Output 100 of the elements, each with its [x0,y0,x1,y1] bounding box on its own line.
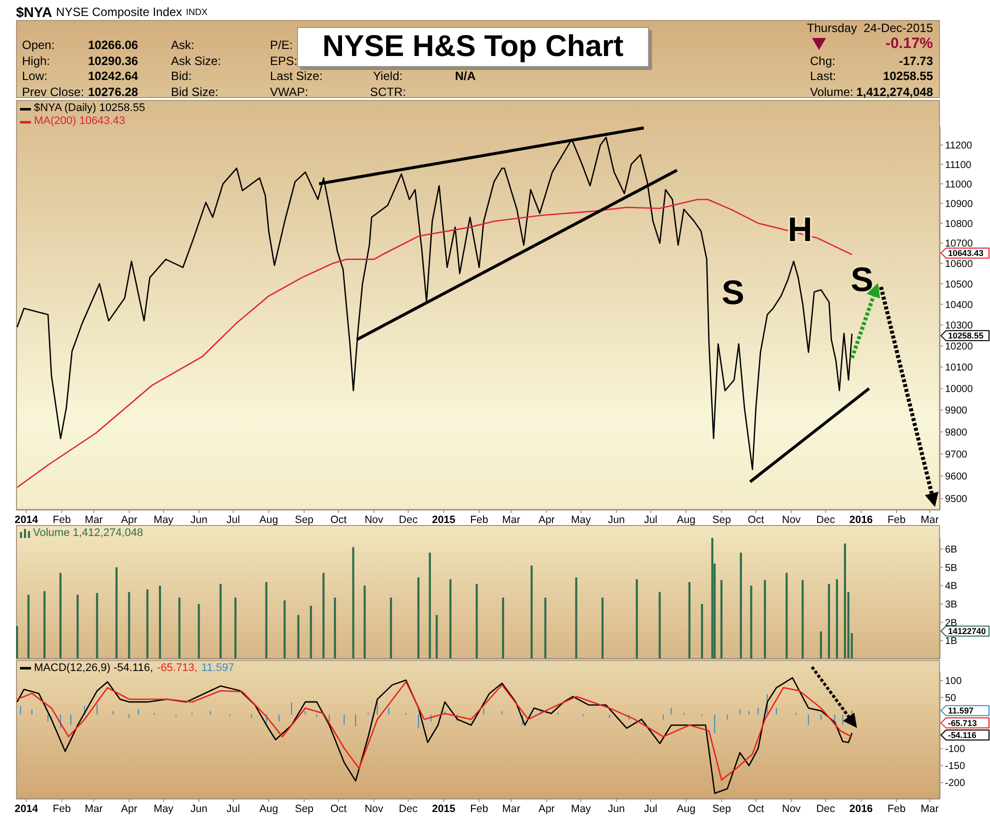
x-tick-label: 2015 [432,514,456,526]
x-tick-label: 2014 [14,803,38,815]
x-tick-label: Feb [470,803,488,815]
text: VWAP: [270,84,308,100]
text: 10643.43 [948,248,984,258]
y-tick-label: 11200 [945,140,973,152]
y-tick-label: 9500 [945,494,968,506]
y-tick-label: 9700 [945,449,968,460]
text: Low: [22,68,48,84]
x-tick-label: Sep [294,803,314,815]
x-tick-label: Dec [398,514,418,526]
x-tick-label: Apr [121,514,138,526]
x-tick-label: Nov [782,514,802,526]
y-tick-label: 11000 [945,179,973,190]
text: P/E: [270,37,293,53]
text: Thursday 24-Dec-2015 [806,20,933,36]
x-tick-label: Aug [259,803,278,815]
text: $NYA [16,4,52,20]
y-tick-label: 10000 [945,384,974,396]
text: -54.116 [948,730,977,740]
text: -0.17% [884,35,933,52]
x-tick-label: Feb [470,514,488,526]
text: 10266.06 [88,37,138,53]
y-tick-label: -200 [945,778,966,790]
x-tick-label: Mar [920,514,940,526]
text: 1,412,274,048 [856,85,933,99]
x-tick-label: Nov [782,803,802,815]
x-tick-label: Apr [121,803,138,815]
text: -65.713, [157,662,198,674]
y-tick-label: 10400 [945,300,974,311]
x-tick-label: Jul [644,803,658,815]
x-tick-label: May [571,514,592,526]
y-tick-label: 11100 [945,160,972,171]
x-tick-label: Feb [52,803,71,815]
legend-label: $NYA (Daily) 10258.55 [33,102,146,115]
text: -65.713 [948,718,978,728]
x-tick-label: Sep [712,803,732,815]
text: Volume: [810,84,854,100]
y-tick-label: 10900 [945,198,974,210]
x-tick-label: Feb [888,803,906,815]
text: Last Size: [270,68,323,84]
legend-label: MACD(12,26,9) -54.116, [34,662,154,674]
y-tick-label: 9600 [945,472,968,483]
legend-label: Volume 1,412,274,048 [32,527,144,540]
x-tick-label: Apr [538,514,556,526]
x-tick-label: 2016 [849,514,873,526]
y-tick-label: 10300 [945,320,974,332]
y-tick-label: 10100 [945,362,974,374]
x-tick-label: Mar [84,803,104,815]
y-tick-label: 10600 [945,258,974,270]
x-tick-label: Oct [330,514,347,526]
x-tick-label: Aug [676,514,696,526]
y-tick-label: 5B [945,562,958,574]
x-tick-label: May [154,514,174,526]
x-tick-label: Oct [748,514,764,526]
x-tick-label: Mar [84,514,104,526]
legend-label: MA(200) 10643.43 [33,115,126,128]
text: Open: [22,37,55,53]
x-tick-label: Jul [226,803,240,815]
text: 10258.55 [948,330,984,341]
text: Ask Size: [171,53,222,69]
text: N/A [455,68,476,84]
y-tick-label: 100 [945,676,962,688]
x-tick-label: Mar [502,514,521,526]
y-tick-label: 6B [945,544,958,556]
x-tick-label: 2014 [14,514,38,526]
text: SCTR: [370,84,406,100]
y-tick-label: 10700 [945,238,974,250]
x-tick-label: May [571,803,592,815]
text: Chg: [810,53,836,69]
x-tick-label: Feb [888,514,906,526]
y-tick-label: 4B [945,581,958,592]
y-tick-label: 10500 [945,279,974,290]
x-tick-label: Aug [676,803,696,815]
x-tick-label: Dec [816,803,835,815]
x-tick-label: Nov [364,803,384,815]
x-tick-label: May [154,803,174,815]
annotation: S [722,274,744,312]
x-tick-label: Jun [608,803,625,815]
text: 10258.55 [882,69,933,83]
text: EPS: [270,53,298,69]
y-tick-label: 10800 [945,218,974,230]
text: 10290.36 [88,53,138,69]
annotation: S [850,261,874,299]
y-tick-label: -150 [945,761,966,772]
text: 11.597 [201,662,234,674]
x-tick-label: Jun [190,803,208,815]
text: 14122740 [948,626,986,636]
text: NYSE Composite Index [56,4,182,20]
text: -17.73 [898,54,933,68]
x-tick-label: 2015 [432,803,456,815]
text: Last: [810,68,836,84]
x-tick-label: Apr [538,803,556,815]
text: Ask: [171,37,194,53]
y-tick-label: 9900 [945,406,968,417]
x-tick-label: Nov [364,514,384,526]
text: 10276.28 [88,84,138,100]
x-tick-label: Feb [52,514,71,526]
x-tick-label: Jun [190,514,208,526]
y-tick-label: 1B [945,636,958,648]
